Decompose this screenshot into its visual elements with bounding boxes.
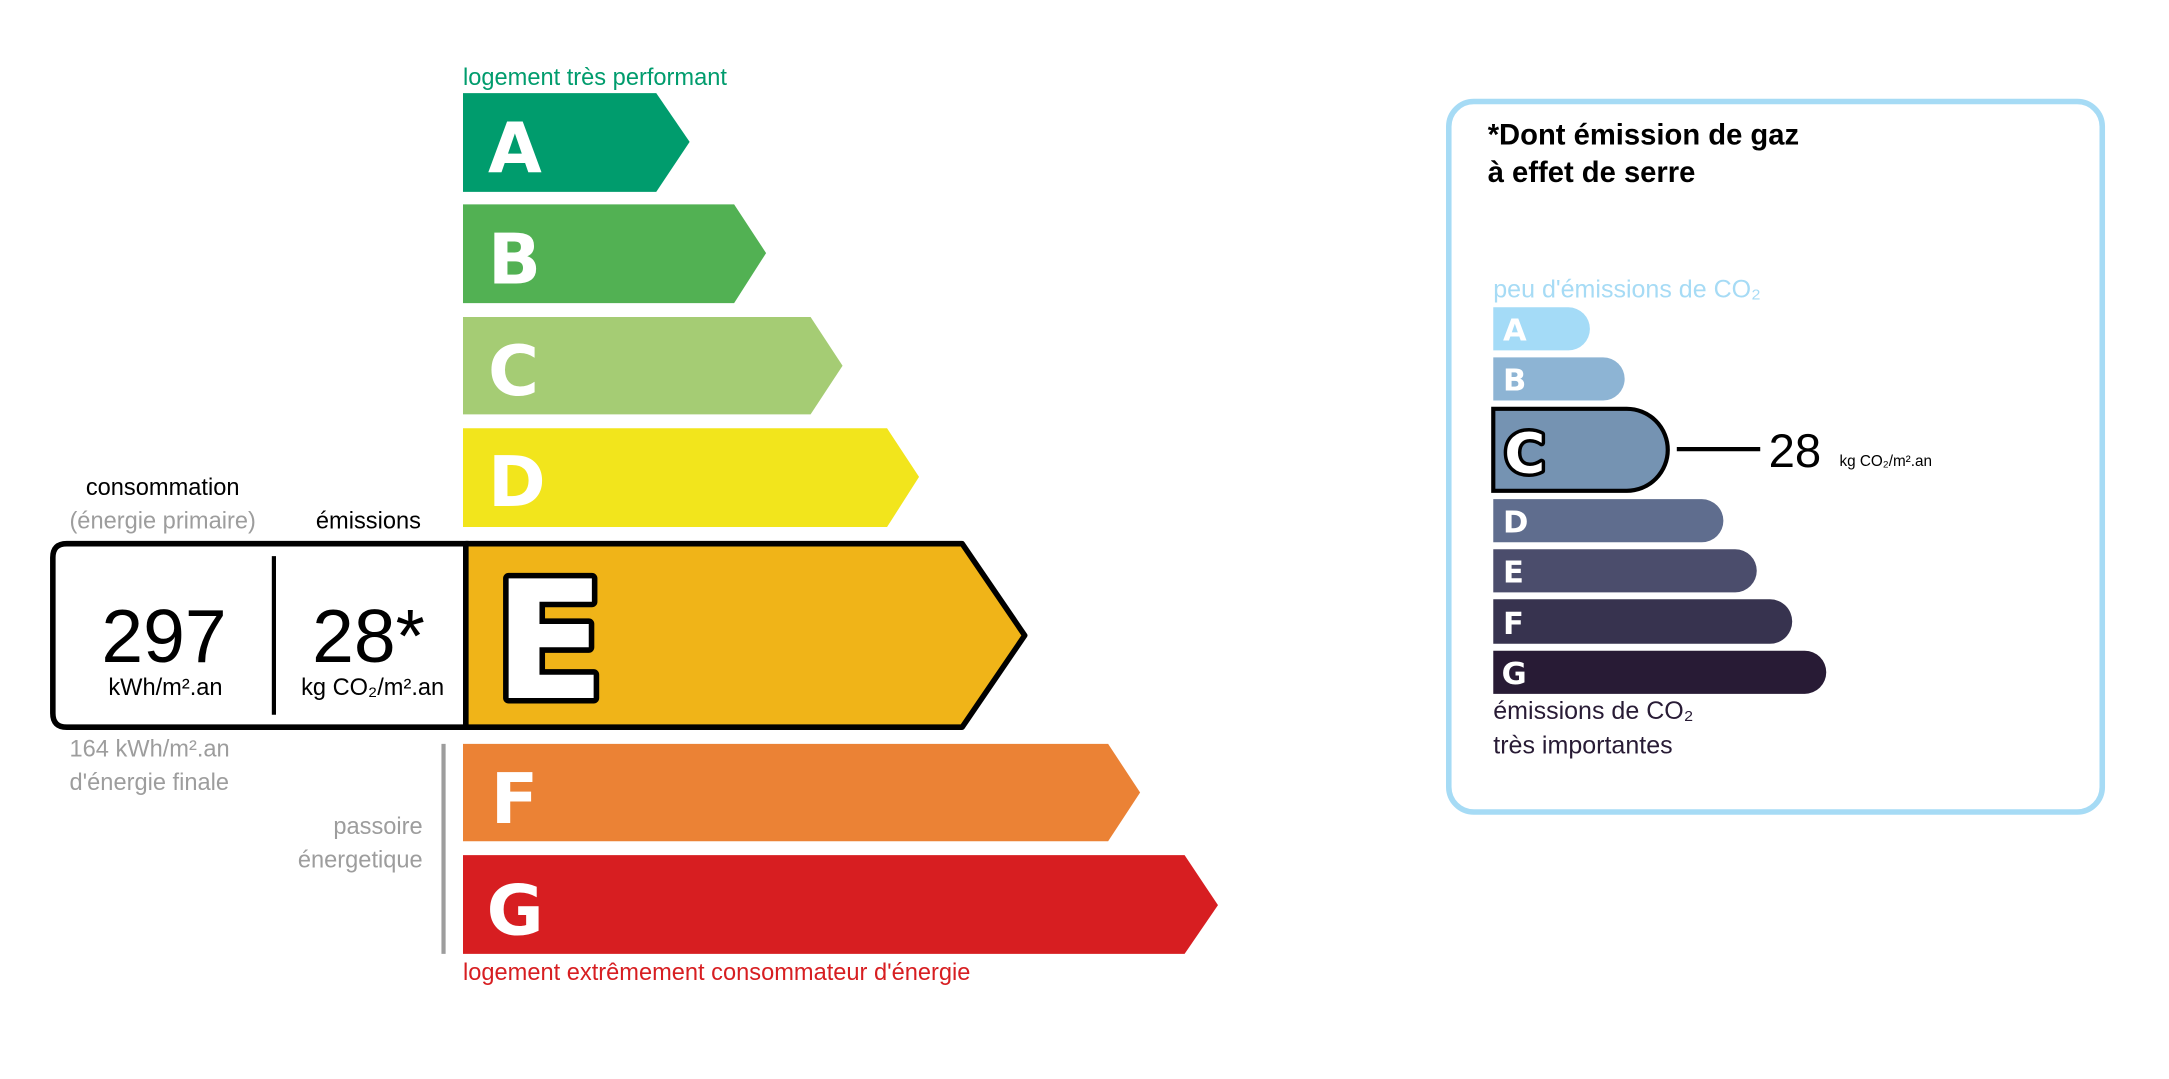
ges-bar-a [1493,307,1590,351]
ges-letter-a: A [1503,314,1527,349]
passoire-line2: énergetique [298,848,423,874]
energy-class-e-current: E 297 kWh/m².an 28* kg CO₂/m².an [50,540,1028,743]
energy-class-d: D [462,428,920,527]
passoire-line1: passoire [333,814,422,840]
ges-class-f: F [1493,599,1793,644]
energy-bar-a [462,93,690,192]
energy-label: logement très performant A B C D consomm… [50,65,1218,986]
ges-bar-f [1493,599,1793,644]
energy-bar-d [462,428,920,527]
energy-letter-e: E [494,546,606,737]
emissions-unit: kg CO₂/m².an [301,675,444,701]
ges-unit: kg CO₂/m².an [1839,453,1932,470]
final-energy-label: d'énergie finale [70,770,230,796]
energy-class-b: B [462,204,767,304]
ges-class-e: E [1493,549,1757,593]
ges-letter-b: B [1503,364,1526,399]
ges-title-line2: à effet de serre [1488,157,1696,189]
ges-class-b: B [1493,357,1625,401]
consumption-value: 297 [101,594,226,678]
value-box [50,540,469,730]
energy-bar-f [462,743,1141,842]
ges-bar-g [1493,650,1827,694]
energy-letter-d: D [488,442,546,523]
energy-class-a: A [462,93,690,192]
energy-letter-a: A [488,108,542,189]
ges-class-d: D [1493,499,1724,543]
ges-letter-e: E [1503,556,1524,591]
bottom-caption: logement extrêmement consommateur d'éner… [463,960,970,986]
energy-class-g: G [462,855,1218,954]
ges-bar-d [1493,499,1724,543]
ges-bar-e [1493,549,1757,593]
emissions-value: 28* [312,594,425,678]
ges-class-g: G [1493,650,1827,694]
energy-letter-c: C [488,331,539,412]
ges-letter-d: D [1503,506,1528,541]
top-caption: logement très performant [463,65,727,91]
consumption-sublabel: (énergie primaire) [69,508,255,534]
energy-bar-b [462,204,767,304]
ges-value: 28 [1769,425,1822,478]
ges-bar-b [1493,357,1625,401]
ges-top-caption: peu d'émissions de CO₂ [1493,276,1761,304]
ges-letter-f: F [1503,607,1524,642]
ges-title-line1: *Dont émission de gaz [1488,120,1799,152]
energy-letter-f: F [491,759,538,840]
energy-class-c: C [462,317,843,415]
ges-letter-g: G [1502,657,1527,692]
ges-bar-c [1491,406,1670,493]
ges-bottom-caption-line1: émissions de CO₂ [1493,697,1693,725]
ges-class-c-current: C 28 kg CO₂/m².an [1491,406,1932,493]
consumption-unit: kWh/m².an [108,675,222,701]
consumption-label: consommation [86,475,240,501]
energy-letter-b: B [488,220,541,301]
energy-class-f: F [462,743,1141,842]
ges-panel: *Dont émission de gaz à effet de serre p… [1446,98,2106,815]
ges-class-a: A [1493,307,1590,351]
ges-bottom-caption-line2: très importantes [1493,732,1672,760]
energy-letter-g: G [487,870,544,951]
ges-letter-c: C [1504,422,1545,487]
energy-bar-g [462,855,1218,954]
emissions-label: émissions [316,508,421,534]
energy-bar-c [462,317,843,415]
final-energy-value: 164 kWh/m².an [70,736,230,762]
